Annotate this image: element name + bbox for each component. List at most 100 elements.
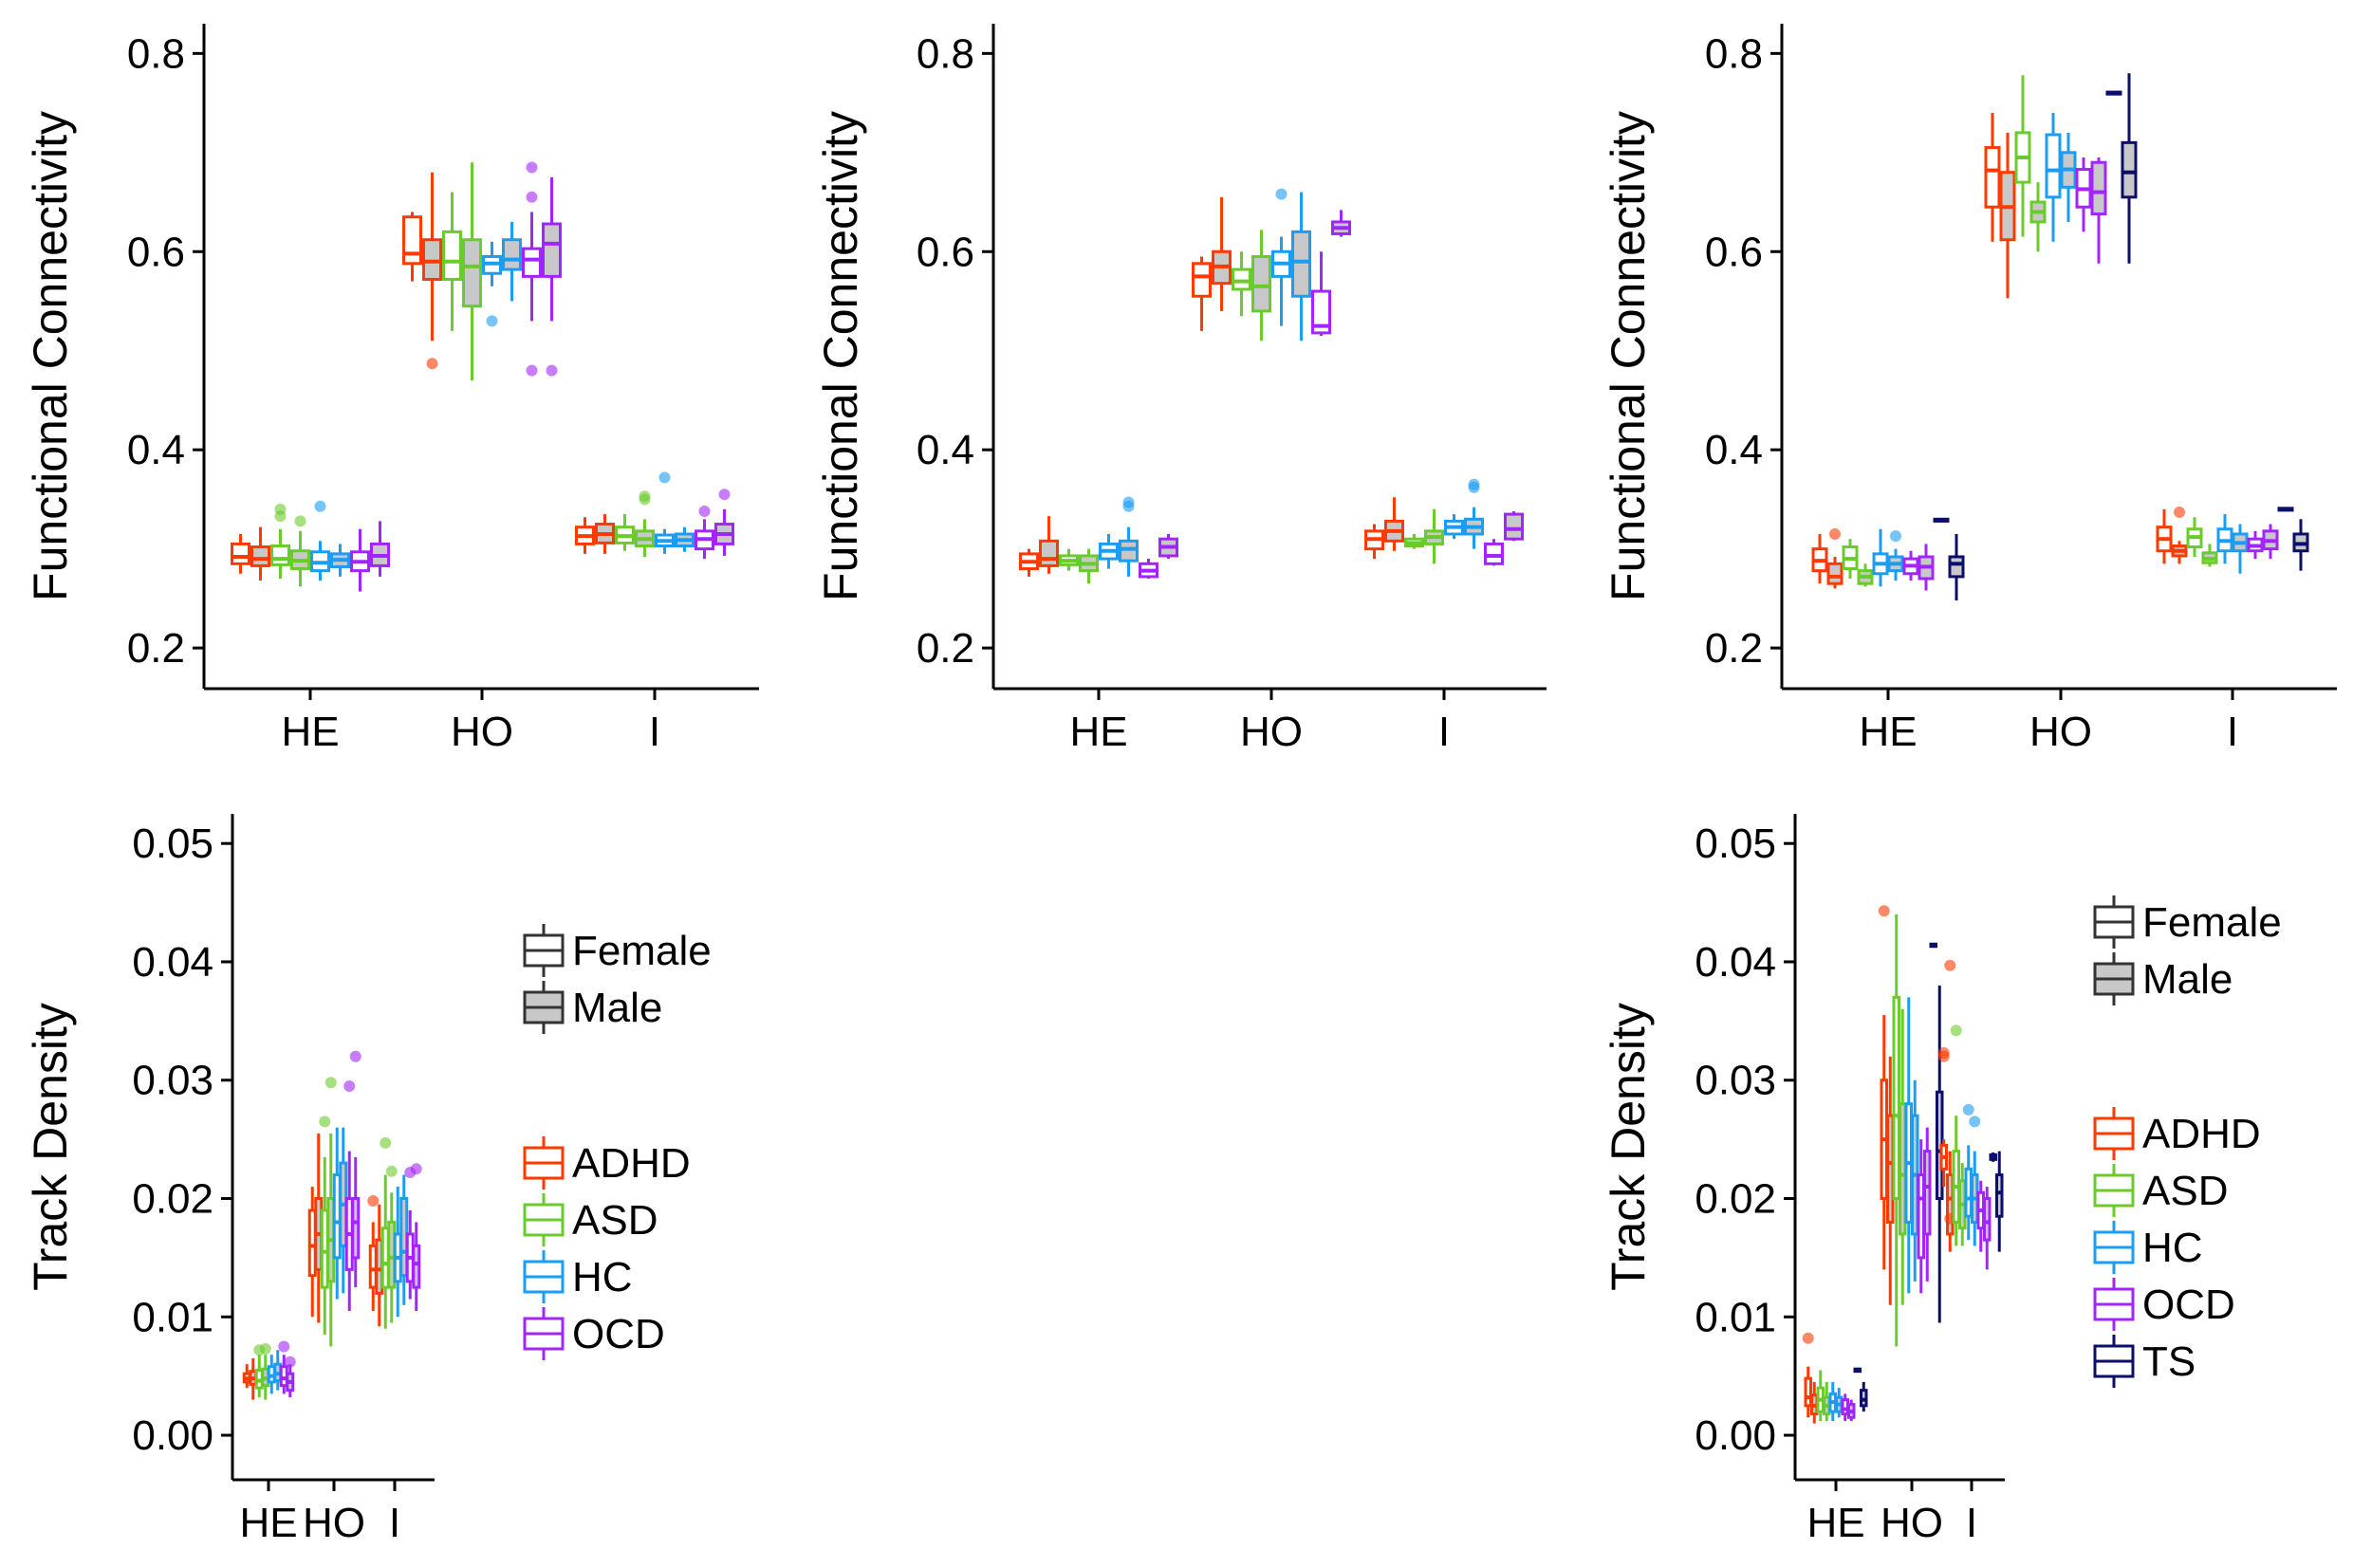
legend-sex: Female Male (2093, 895, 2282, 1005)
box-body (1964, 1167, 1973, 1218)
box-HO-HC-F (482, 241, 502, 327)
box-body (402, 215, 422, 266)
y-tick-label: 0.4 (1705, 427, 1763, 473)
box-I-OCD-M (1983, 1187, 1992, 1270)
outlier-point (319, 1116, 331, 1128)
x-tick-label: I (649, 709, 660, 755)
box-HE-ADHD-F (1802, 1332, 1814, 1418)
box-body (1119, 539, 1139, 563)
box-I-HC-M (2232, 524, 2249, 574)
x-tick-label: I (1966, 1500, 1977, 1546)
box-HO-TS-M (2121, 73, 2138, 264)
outlier-point (1802, 1332, 1814, 1344)
box-body (1892, 995, 1900, 1201)
box-HE-OCD-M (1158, 533, 1178, 560)
box-I-TS-F (1989, 1152, 1997, 1162)
box-I-ADHD-F (2156, 508, 2173, 564)
y-axis-title: Functional Connectivity (24, 111, 77, 601)
box-body (1192, 262, 1212, 298)
box-body (412, 1244, 421, 1289)
box-I-OCD-M (2262, 524, 2279, 560)
outlier-point (526, 364, 538, 377)
box-HO-OCD-M (542, 176, 562, 377)
box-HO-ADHD-M (1999, 132, 2016, 299)
box-body (1983, 1197, 1992, 1242)
box-I-OCD-F (2247, 530, 2264, 560)
outlier-point (1468, 478, 1480, 490)
outlier-point (349, 1050, 361, 1062)
box-HO-ADHD-F (1984, 113, 2001, 242)
box-body (1232, 267, 1251, 291)
box-HE-HC-M (1887, 530, 1904, 581)
box-HO-OCD-M (349, 1050, 361, 1288)
legend-label-female: Female (2142, 899, 2282, 946)
box-HE-HC-M (1119, 496, 1139, 577)
box-HO-OCD-F (1311, 251, 1331, 337)
x-tick-label: I (2227, 709, 2238, 755)
box-body (1917, 1173, 1925, 1260)
box-body (442, 230, 462, 282)
outlier-point (278, 1340, 290, 1353)
box-HE-ASD-F (1059, 548, 1079, 571)
panel-2: 0.2 0.4 0.6 0.8 Functional Connectivity HE HO I (814, 24, 1547, 755)
box-HO-ADHD-M (1886, 1056, 1895, 1305)
y-tick-label: 0.00 (132, 1412, 213, 1459)
box-body (1984, 146, 2001, 209)
panel-1: 0.2 0.4 0.6 0.8 Functional Connectivity HE HO I (24, 24, 759, 755)
box-body (1484, 542, 1504, 565)
box-HO-HC-M (502, 221, 522, 302)
x-tick-label: HO (1881, 1500, 1943, 1546)
box-HE-TS-F (1933, 517, 1950, 523)
box-I-ASD-M (635, 490, 655, 558)
box-HE-ADHD-F (1019, 548, 1039, 577)
box-HE-ASD-M (1079, 548, 1099, 584)
box-HO-OCD-F (522, 161, 542, 377)
box-I-OCD-F (404, 1167, 417, 1300)
box-I-TS-M (2292, 519, 2309, 571)
legend-group: ADHD ASD HC OCD (523, 1136, 691, 1360)
box-HE-HC-F (1872, 528, 1889, 587)
box-HE-ADHD-F (1811, 533, 1828, 584)
box-body (1841, 1398, 1849, 1416)
box-I-ASD-F (2186, 517, 2203, 558)
box-HO-TS-F (1929, 942, 1937, 949)
box-body (422, 238, 442, 282)
y-axis-title: Track Density (1602, 1003, 1655, 1291)
x-tick-label: HE (281, 709, 339, 755)
y-tick-label: 0.05 (1695, 821, 1776, 867)
y-tick-label: 0.01 (132, 1294, 213, 1340)
y-tick-label: 0.2 (1705, 625, 1763, 672)
legend-label-ocd: OCD (572, 1311, 665, 1357)
y-tick-label: 0.4 (127, 427, 185, 473)
box-HO-ASD-F (1892, 914, 1900, 1347)
box-HE-HC-F (310, 500, 330, 581)
box-HE-HC-F (1099, 533, 1119, 569)
box-HE-OCD-F (1902, 550, 1919, 581)
box-HO-ASD-M (1899, 1008, 1907, 1305)
box-I-HC-M (675, 526, 695, 552)
box-HE-HC-M (1835, 1388, 1843, 1418)
outlier-point (2174, 506, 2185, 518)
y-tick-label: 0.02 (1695, 1176, 1776, 1223)
box-HE-ASD-F (1816, 1370, 1825, 1422)
box-I-HC-M (1464, 478, 1484, 549)
box-HE-TS-M (1948, 533, 1965, 600)
legend-label-asd: ASD (572, 1197, 658, 1244)
box-I-ADHD-F (367, 1195, 380, 1312)
box-I-ADHD-F (575, 517, 595, 554)
y-tick-label: 0.04 (132, 939, 213, 986)
box-I-ADHD-M (1384, 497, 1404, 551)
box-I-ASD-M (1958, 1163, 1967, 1246)
box-body (1291, 230, 1311, 298)
box-body (1826, 562, 1843, 585)
box-HO-ASD-F (319, 1116, 331, 1335)
outlier-point (1962, 1103, 1974, 1116)
x-tick-label: I (389, 1500, 400, 1546)
y-tick-label: 0.8 (1705, 30, 1763, 77)
y-tick-label: 0.03 (132, 1058, 213, 1104)
box-HE-ASD-M (1857, 563, 1874, 587)
x-tick-label: HE (1859, 709, 1917, 755)
box-HE-TS-M (1860, 1381, 1868, 1412)
box-body (1251, 254, 1271, 313)
